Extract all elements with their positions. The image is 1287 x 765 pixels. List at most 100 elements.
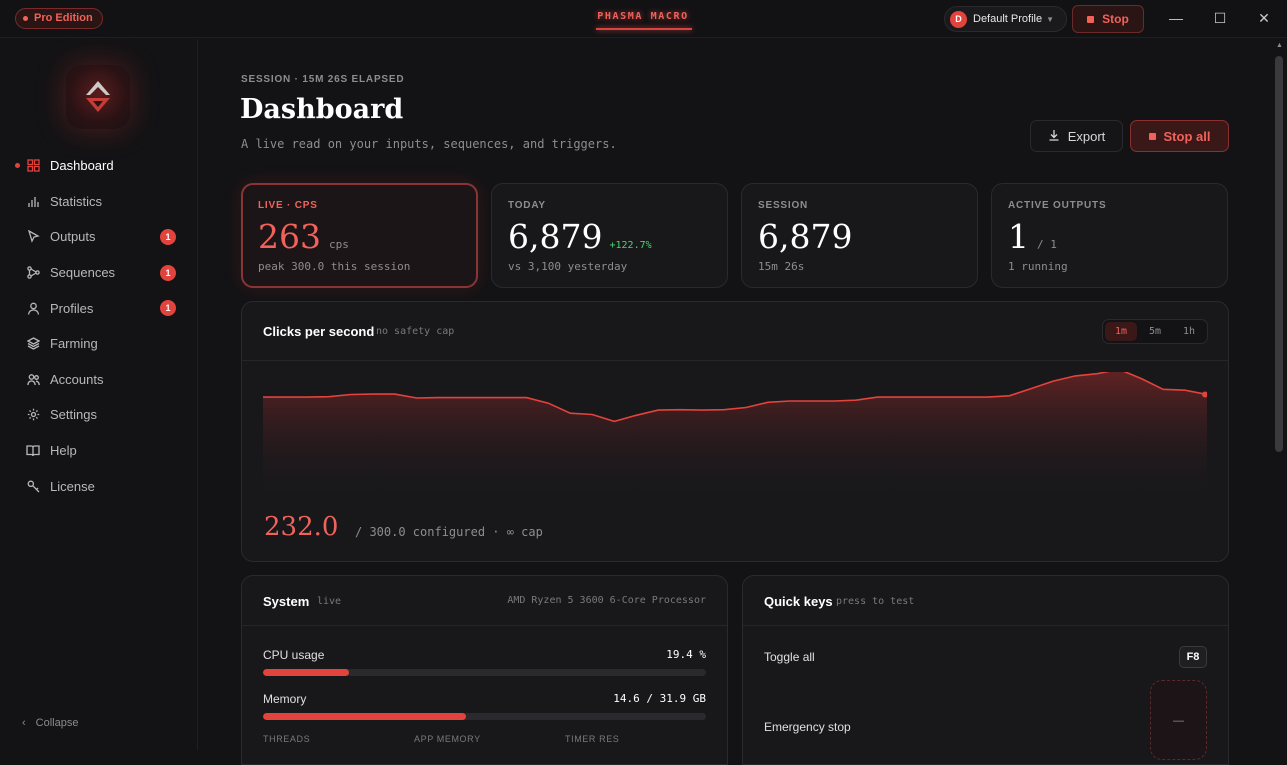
sidebar-item-settings[interactable]: Settings (0, 397, 198, 433)
title-bar: Pro Edition PHASMA MACRO D Default Profi… (0, 0, 1287, 38)
edition-badge[interactable]: Pro Edition (15, 8, 103, 29)
stop-square-icon (1148, 132, 1156, 140)
layers-icon (26, 337, 40, 351)
collapse-label: Collapse (35, 717, 79, 729)
quick-keys-title: Quick keys (764, 594, 833, 609)
cpu-usage-value: 19.4 % (666, 648, 706, 661)
memory-row: Memory 14.6 / 31.9 GB (263, 692, 706, 720)
stat-value: 1 (1008, 217, 1029, 256)
count-badge: 1 (160, 300, 176, 317)
stat-card-active-outputs: ACTIVE OUTPUTS 1 / 1 1 running (991, 183, 1228, 288)
cps-area-fill (263, 372, 1207, 502)
sidebar-item-license[interactable]: License (0, 468, 198, 504)
sidebar-item-help[interactable]: Help (0, 433, 198, 469)
chart-note: no safety cap (376, 326, 455, 337)
scrollbar-thumb[interactable] (1275, 56, 1283, 452)
stop-all-button[interactable]: Stop all (1130, 120, 1229, 152)
sidebar-item-profiles[interactable]: Profiles 1 (0, 290, 198, 326)
stat-foot: peak 300.0 this session (258, 260, 411, 273)
stat-label: SESSION (758, 200, 809, 211)
gear-icon (26, 408, 40, 422)
sidebar-item-label: Farming (50, 336, 98, 352)
stat-foot: 1 running (1008, 260, 1068, 273)
sidebar-item-label: Help (50, 443, 77, 459)
sidebar: Dashboard Statistics Outputs 1 Sequences… (0, 39, 198, 750)
quick-keys-panel: Quick keys press to test Toggle all F8 E… (742, 575, 1229, 765)
profile-avatar: D (950, 10, 967, 28)
sidebar-item-label: Dashboard (50, 158, 114, 174)
current-cps-note: / 300.0 configured · ∞ cap (355, 525, 543, 539)
cpu-usage-label: CPU usage (263, 648, 325, 662)
sidebar-item-accounts[interactable]: Accounts (0, 362, 198, 398)
cpu-usage-fill (263, 669, 349, 676)
timer-res-label: TIMER RES (565, 734, 620, 744)
sidebar-item-statistics[interactable]: Statistics (0, 184, 198, 220)
count-badge: 1 (160, 229, 176, 246)
range-5m-button[interactable]: 5m (1148, 326, 1162, 337)
cps-area-chart (263, 372, 1207, 502)
user-icon (26, 301, 40, 315)
sidebar-item-label: Profiles (50, 300, 94, 316)
key-icon (26, 479, 40, 493)
sidebar-item-farming[interactable]: Farming (0, 326, 198, 362)
memory-value: 14.6 / 31.9 GB (613, 692, 706, 705)
sidebar-item-label: Sequences (50, 265, 116, 281)
app-title-underline (596, 28, 692, 30)
stat-label: LIVE · CPS (258, 200, 318, 211)
page-subtitle: A live read on your inputs, sequences, a… (241, 137, 617, 151)
stat-delta: +122.7% (609, 240, 652, 251)
memory-label: Memory (263, 692, 307, 706)
close-icon[interactable]: ✕ (1258, 10, 1270, 26)
toggle-all-key[interactable]: F8 (1179, 646, 1207, 668)
quick-key-toggle-all-label: Toggle all (764, 650, 815, 664)
sidebar-item-outputs[interactable]: Outputs 1 (0, 219, 198, 255)
active-indicator (15, 163, 20, 168)
system-note: live (317, 596, 342, 607)
range-1m-button[interactable]: 1m (1105, 322, 1137, 341)
grid-icon (26, 159, 40, 173)
quick-keys-note: press to test (836, 596, 915, 607)
collapse-button[interactable]: ‹ Collapse (22, 717, 78, 729)
stat-value: 6,879 (758, 217, 853, 256)
stat-card-today: TODAY 6,879 +122.7% vs 3,100 yesterday (491, 183, 728, 288)
main-content: SESSION · 15M 26S ELAPSED Dashboard A li… (199, 39, 1273, 765)
export-button-label: Export (1067, 128, 1106, 144)
threads-label: THREADS (263, 734, 311, 744)
cps-current-point (1202, 391, 1207, 398)
sequence-icon (26, 266, 40, 280)
minimize-icon[interactable]: — (1169, 10, 1183, 26)
export-button[interactable]: Export (1030, 120, 1123, 152)
range-selector: 1m 5m 1h (1102, 319, 1208, 344)
memory-fill (263, 713, 466, 720)
cps-chart-card: Clicks per second no safety cap 1m 5m 1h… (241, 301, 1229, 562)
session-eyebrow: SESSION · 15M 26S ELAPSED (241, 74, 405, 85)
bar-chart-icon (26, 194, 40, 208)
system-panel: System live AMD Ryzen 5 3600 6-Core Proc… (241, 575, 728, 765)
stop-button[interactable]: Stop (1072, 5, 1144, 33)
emergency-stop-key[interactable]: — (1150, 680, 1207, 760)
stat-foot: 15m 26s (758, 260, 805, 273)
stat-label: ACTIVE OUTPUTS (1008, 200, 1107, 211)
app-memory-label: APP MEMORY (414, 734, 481, 744)
sidebar-item-sequences[interactable]: Sequences 1 (0, 255, 198, 291)
system-title: System (263, 594, 310, 609)
cpu-usage-bar (263, 669, 706, 676)
scroll-up-icon[interactable]: ▲ (1276, 42, 1283, 49)
stat-card-session: SESSION 6,879 15m 26s (741, 183, 978, 288)
maximize-icon[interactable]: ☐ (1213, 10, 1227, 26)
profile-selector[interactable]: D Default Profile ▼ (944, 6, 1067, 32)
app-logo (66, 65, 130, 129)
range-1h-button[interactable]: 1h (1182, 326, 1196, 337)
cpu-usage-row: CPU usage 19.4 % (263, 648, 706, 676)
chevron-left-icon: ‹ (22, 717, 26, 729)
sidebar-item-dashboard[interactable]: Dashboard (0, 148, 198, 184)
stat-value: 263 (258, 217, 321, 256)
stop-square-icon (1087, 15, 1095, 23)
stop-all-label: Stop all (1163, 128, 1211, 144)
chart-title: Clicks per second (263, 324, 375, 339)
count-badge: 1 (160, 264, 176, 281)
sidebar-nav: Dashboard Statistics Outputs 1 Sequences… (0, 148, 198, 504)
book-icon (26, 444, 40, 458)
app-title: PHASMA MACRO (597, 11, 689, 22)
quick-key-emergency-stop-label: Emergency stop (764, 720, 851, 734)
